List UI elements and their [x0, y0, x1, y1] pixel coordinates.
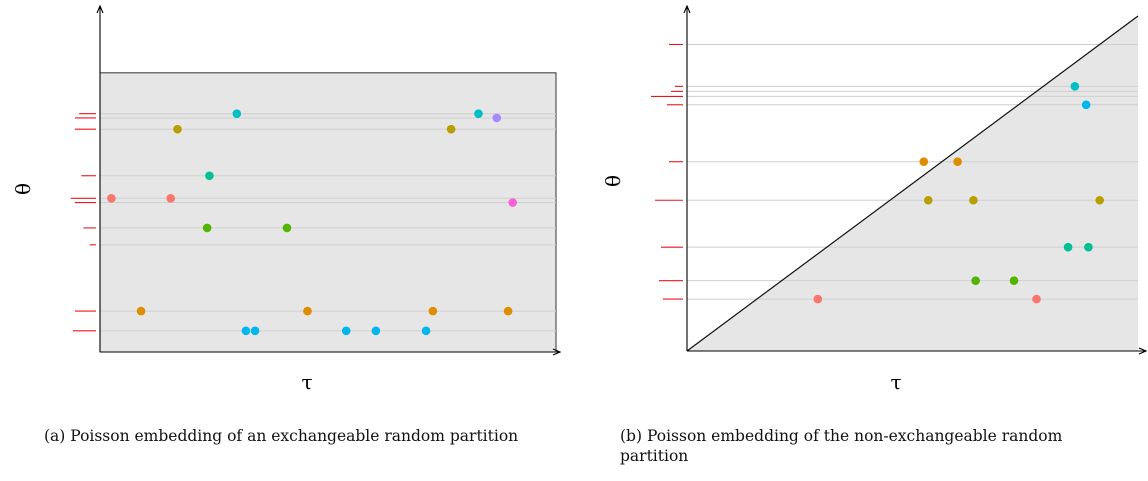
data-point — [923, 195, 933, 205]
data-point — [1063, 242, 1073, 252]
panel-b-axes — [683, 4, 1148, 355]
panel-a-points — [107, 109, 517, 336]
data-point — [1032, 294, 1041, 304]
data-point — [1070, 82, 1080, 91]
panel-b-scatter-plot: τ θ — [601, 4, 1148, 394]
panel-a-scatter-plot: τ θ — [11, 4, 562, 394]
panel-b-y-axis-label: θ — [601, 175, 625, 187]
panel-b-diagonal-line — [686, 15, 1139, 352]
data-point — [341, 326, 351, 336]
data-point — [173, 124, 182, 134]
panel-a-axes — [96, 4, 562, 356]
data-point — [136, 306, 146, 316]
data-point — [202, 223, 212, 233]
caption-a: (a) Poisson embedding of an exchangeable… — [44, 427, 519, 445]
data-point — [953, 157, 962, 167]
y-axis-arrow — [683, 4, 691, 14]
x-axis-arrow — [552, 348, 562, 356]
data-point — [282, 223, 292, 233]
x-axis-arrow — [1138, 347, 1148, 355]
data-point — [508, 198, 517, 207]
data-point — [428, 306, 438, 316]
y-axis-arrow — [96, 4, 104, 14]
data-point — [371, 326, 381, 336]
panel-a-margin-ticks — [70, 113, 96, 332]
data-point — [1084, 242, 1093, 252]
panel-b-margin-ticks — [651, 43, 683, 300]
panel-b-x-axis-label: τ — [890, 370, 901, 394]
data-point — [474, 109, 483, 119]
data-point — [971, 276, 980, 285]
data-point — [1009, 276, 1019, 285]
data-point — [503, 306, 513, 316]
panel-a-y-axis-label: θ — [11, 183, 35, 195]
panel-a-shaded-region — [99, 72, 557, 353]
data-point — [1095, 195, 1104, 205]
data-point — [813, 294, 823, 304]
panel-b-gridlines — [687, 43, 1138, 300]
data-point — [421, 326, 431, 336]
caption-b: (b) Poisson embedding of the non-exchang… — [620, 427, 1063, 465]
panel-b-points — [813, 82, 1104, 304]
data-point — [250, 326, 260, 336]
data-point — [492, 113, 502, 123]
data-point — [205, 171, 214, 181]
data-point — [303, 306, 312, 316]
data-point — [241, 326, 251, 336]
data-point — [969, 195, 978, 205]
data-point — [1081, 100, 1091, 110]
data-point — [107, 194, 116, 203]
data-point — [446, 124, 456, 134]
data-point — [919, 157, 929, 167]
data-point — [166, 194, 175, 203]
panel-a-x-axis-label: τ — [301, 370, 312, 394]
data-point — [232, 109, 242, 119]
